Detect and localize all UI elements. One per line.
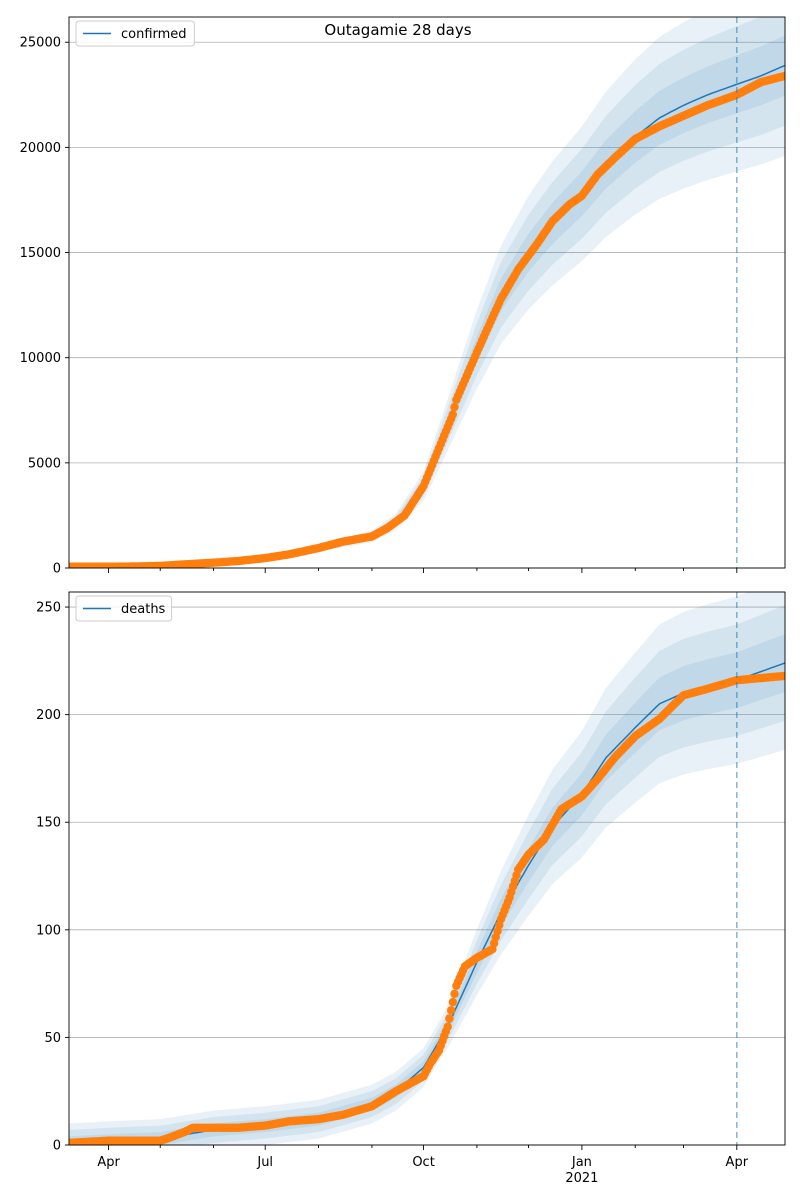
y-tick-label: 5000: [28, 456, 61, 471]
y-tick-label: 20000: [20, 141, 61, 156]
x-tick-label: Jan: [571, 1155, 592, 1170]
uncertainty-band: [69, 17, 785, 567]
observed-point: [446, 1006, 456, 1015]
y-tick-label: 250: [36, 601, 61, 616]
y-tick-label: 100: [36, 923, 61, 938]
legend: deaths: [75, 595, 173, 622]
observed-point: [448, 997, 457, 1007]
legend-box: [75, 595, 173, 622]
observed-series: [69, 671, 785, 1145]
legend-box: [75, 20, 195, 47]
x-tick-label: Apr: [726, 1155, 749, 1170]
y-tick-label: 10000: [20, 351, 61, 366]
figure-title: Outagamie 28 days: [324, 21, 472, 39]
confirmed-panel: 0 5000 10000 15000 20000 25000 confirmed: [20, 16, 786, 577]
x-tick-label: Apr: [97, 1155, 120, 1170]
observed-point: [450, 989, 459, 999]
legend-label: deaths: [121, 602, 166, 617]
plot-frame: [68, 16, 786, 569]
y-tick-label: 50: [44, 1031, 61, 1046]
x-tick-label: Oct: [412, 1155, 434, 1170]
plot-frame: [68, 591, 786, 1146]
y-tick-label: 0: [53, 1139, 61, 1154]
observed-point: [448, 410, 457, 419]
uncertainty-band: [69, 605, 785, 1145]
y-tick-label: 0: [53, 562, 61, 577]
uncertainty-band: [69, 17, 785, 567]
y-tick-label: 15000: [20, 246, 61, 261]
x-tick-label: Jul: [256, 1155, 273, 1170]
observed-point: [780, 71, 785, 81]
y-tick-label: 200: [36, 708, 61, 723]
legend: confirmed: [75, 20, 195, 47]
y-tick-label: 150: [36, 816, 61, 831]
x-tick-sublabel: 2021: [565, 1171, 598, 1186]
legend-label: confirmed: [121, 27, 187, 42]
y-tick-label: 25000: [20, 36, 61, 51]
observed-point: [443, 1022, 452, 1031]
plot-area: [69, 17, 785, 568]
observed-point: [445, 1014, 454, 1023]
observed-point: [450, 402, 459, 412]
observed-series: [69, 71, 785, 568]
plot-area: [69, 592, 785, 1145]
observed-point: [780, 671, 785, 681]
uncertainty-band: [69, 592, 785, 1145]
